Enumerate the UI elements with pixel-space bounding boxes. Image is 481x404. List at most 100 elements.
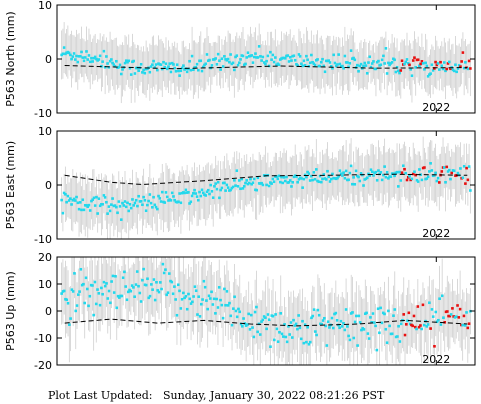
data-point bbox=[142, 267, 145, 271]
trend-line bbox=[64, 318, 468, 327]
data-point bbox=[420, 327, 423, 331]
data-point bbox=[333, 61, 337, 65]
data-point bbox=[173, 66, 176, 70]
data-point bbox=[182, 64, 185, 67]
data-point bbox=[116, 294, 120, 298]
data-point bbox=[253, 310, 257, 314]
data-point bbox=[367, 337, 371, 340]
data-point bbox=[348, 338, 352, 342]
data-point bbox=[341, 64, 344, 68]
data-points bbox=[60, 162, 472, 221]
data-point bbox=[77, 293, 80, 296]
data-point bbox=[100, 286, 103, 290]
data-point bbox=[127, 209, 131, 213]
data-point bbox=[388, 63, 391, 67]
data-point bbox=[354, 169, 358, 173]
data-point bbox=[83, 56, 87, 59]
data-point bbox=[398, 71, 401, 75]
data-point bbox=[223, 287, 226, 291]
data-point bbox=[183, 191, 186, 195]
recent-data-point bbox=[451, 307, 454, 310]
data-point bbox=[163, 65, 167, 69]
data-point bbox=[353, 58, 357, 62]
recent-data-point bbox=[419, 62, 422, 66]
data-point bbox=[251, 61, 255, 64]
data-point bbox=[409, 68, 413, 71]
data-point bbox=[437, 68, 441, 71]
data-point bbox=[193, 188, 196, 192]
data-point bbox=[119, 218, 123, 221]
data-point bbox=[87, 203, 91, 207]
data-point bbox=[239, 187, 242, 191]
data-point bbox=[236, 63, 240, 67]
data-point bbox=[165, 67, 169, 71]
recent-data-point bbox=[403, 333, 407, 337]
data-point bbox=[283, 323, 286, 326]
data-point bbox=[142, 68, 145, 72]
data-point bbox=[107, 205, 111, 208]
data-point bbox=[154, 205, 158, 209]
data-point bbox=[299, 337, 303, 341]
data-point bbox=[151, 63, 154, 66]
data-point bbox=[87, 54, 91, 57]
data-point bbox=[210, 190, 214, 193]
data-point bbox=[235, 169, 239, 172]
data-point bbox=[426, 75, 430, 78]
data-point bbox=[110, 58, 113, 61]
data-point bbox=[254, 52, 257, 55]
data-point bbox=[219, 188, 222, 192]
data-points bbox=[60, 262, 472, 352]
data-point bbox=[105, 282, 108, 285]
data-point bbox=[250, 182, 254, 186]
data-point bbox=[235, 315, 239, 319]
data-point bbox=[228, 301, 231, 305]
data-point bbox=[80, 50, 83, 54]
data-point bbox=[205, 299, 208, 302]
data-point bbox=[148, 294, 152, 298]
data-point bbox=[415, 178, 419, 182]
recent-data-point bbox=[417, 325, 421, 329]
data-point bbox=[69, 197, 72, 200]
recent-data-point bbox=[419, 324, 422, 327]
data-point bbox=[246, 51, 250, 55]
data-point bbox=[303, 323, 307, 326]
data-point bbox=[199, 302, 203, 306]
data-point bbox=[223, 55, 226, 58]
data-point bbox=[208, 192, 211, 196]
data-point bbox=[225, 183, 229, 187]
data-point bbox=[224, 189, 227, 192]
data-point bbox=[379, 171, 383, 174]
data-point bbox=[455, 70, 458, 74]
data-point bbox=[215, 187, 219, 191]
data-point bbox=[396, 335, 399, 338]
data-point bbox=[178, 289, 181, 293]
data-point bbox=[152, 59, 155, 63]
data-point bbox=[159, 63, 163, 67]
recent-data-point bbox=[437, 181, 441, 184]
data-point bbox=[177, 69, 180, 73]
data-point bbox=[189, 68, 193, 72]
data-point bbox=[160, 67, 164, 71]
data-point bbox=[175, 313, 179, 317]
data-point bbox=[128, 66, 132, 70]
data-point bbox=[85, 50, 88, 53]
data-point bbox=[163, 201, 167, 204]
data-point bbox=[108, 59, 112, 63]
data-point bbox=[159, 200, 163, 203]
data-point bbox=[328, 326, 331, 329]
data-point bbox=[316, 308, 320, 312]
data-point bbox=[365, 311, 368, 315]
data-point bbox=[235, 54, 239, 57]
data-point bbox=[129, 73, 133, 76]
data-point bbox=[423, 68, 426, 71]
data-point bbox=[206, 307, 210, 311]
data-point bbox=[184, 294, 188, 298]
data-point bbox=[237, 179, 241, 182]
data-point bbox=[297, 53, 301, 56]
data-point bbox=[395, 65, 399, 69]
data-point bbox=[343, 176, 347, 180]
data-point bbox=[97, 292, 101, 295]
data-point bbox=[167, 272, 171, 275]
data-point bbox=[425, 325, 429, 328]
